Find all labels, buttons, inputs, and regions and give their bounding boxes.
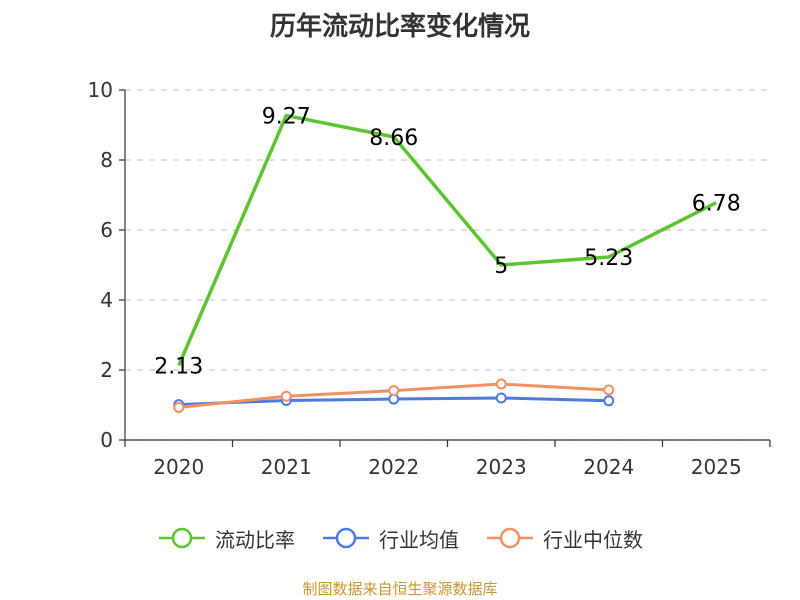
series-point-1[interactable] bbox=[495, 392, 507, 404]
y-tick-label: 6 bbox=[100, 218, 113, 242]
x-tick-label: 2021 bbox=[261, 455, 312, 479]
y-tick-label: 10 bbox=[88, 78, 113, 102]
x-tick-label: 2025 bbox=[691, 455, 742, 479]
legend: 流动比率 行业均值 行业中位数 bbox=[0, 518, 800, 558]
x-tick-label: 2022 bbox=[368, 455, 419, 479]
legend-label: 行业均值 bbox=[379, 527, 459, 552]
series-point-2[interactable] bbox=[173, 401, 185, 413]
data-label: 5 bbox=[494, 254, 508, 279]
series-point-2[interactable] bbox=[603, 384, 615, 396]
series-point-2[interactable] bbox=[388, 385, 400, 397]
data-label: 9.27 bbox=[262, 105, 311, 130]
legend-label: 行业中位数 bbox=[543, 527, 643, 552]
data-label: 2.13 bbox=[154, 354, 203, 379]
series-point-1[interactable] bbox=[603, 395, 615, 407]
x-tick-label: 2020 bbox=[153, 455, 204, 479]
y-tick-label: 0 bbox=[100, 428, 113, 452]
chart-title: 历年流动比率变化情况 bbox=[269, 12, 530, 42]
y-tick-label: 8 bbox=[100, 148, 113, 172]
legend-item-1[interactable]: 行业均值 bbox=[321, 524, 459, 553]
series-point-2[interactable] bbox=[280, 390, 292, 402]
legend-item-2[interactable]: 行业中位数 bbox=[485, 524, 643, 553]
y-tick-label: 4 bbox=[100, 288, 113, 312]
y-tick-label: 2 bbox=[100, 358, 113, 382]
legend-label: 流动比率 bbox=[215, 527, 295, 552]
x-tick-label: 2024 bbox=[583, 455, 634, 479]
data-label: 8.66 bbox=[369, 126, 418, 151]
series-line-0 bbox=[177, 113, 718, 367]
x-tick-label: 2023 bbox=[476, 455, 527, 479]
data-label: 6.78 bbox=[692, 192, 741, 217]
legend-item-0[interactable]: 流动比率 bbox=[157, 524, 295, 553]
legend-marker-icon bbox=[159, 527, 205, 549]
legend-marker-icon bbox=[323, 527, 369, 549]
data-label: 5.23 bbox=[584, 246, 633, 271]
source-note: 制图数据来自恒生聚源数据库 bbox=[302, 580, 498, 598]
series-point-2[interactable] bbox=[495, 378, 507, 390]
legend-marker-icon bbox=[487, 527, 533, 549]
